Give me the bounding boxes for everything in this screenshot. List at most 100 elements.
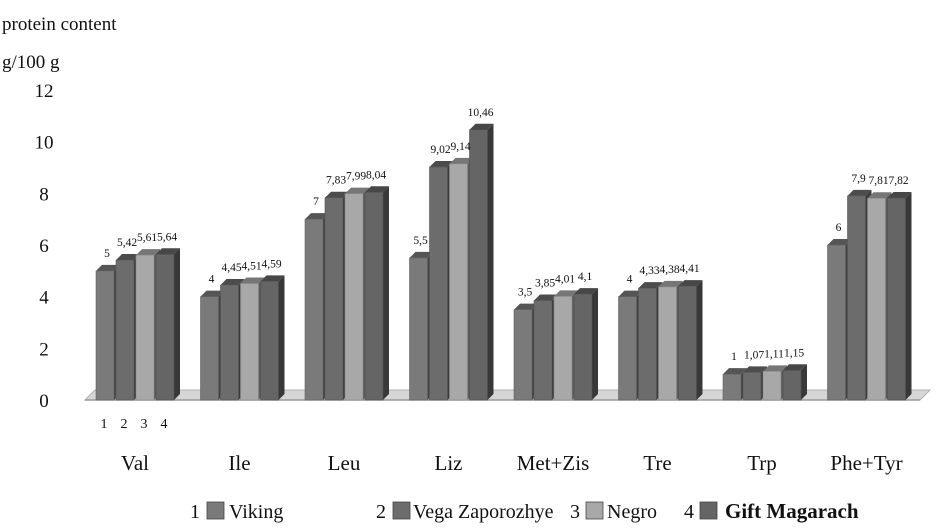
bar-top bbox=[240, 277, 265, 284]
data-label: 1,07 bbox=[744, 349, 764, 361]
data-label: 6 bbox=[836, 222, 842, 234]
data-label: 1 bbox=[731, 351, 737, 363]
data-label: 4 bbox=[209, 274, 215, 286]
data-label: 1,15 bbox=[784, 347, 804, 359]
bar-top bbox=[723, 368, 747, 375]
bar-front bbox=[200, 296, 219, 401]
data-label: 4,1 bbox=[578, 271, 593, 283]
data-label: 5,5 bbox=[413, 235, 428, 247]
bar bbox=[573, 288, 598, 401]
bar bbox=[782, 364, 807, 401]
x-category-label: Phe+Tyr bbox=[830, 451, 902, 475]
y-tick-label: 12 bbox=[35, 81, 54, 102]
x-category-label: Ile bbox=[228, 451, 250, 475]
data-label: 5,61 bbox=[137, 232, 157, 244]
bar-side bbox=[696, 280, 703, 400]
bar-top bbox=[867, 192, 892, 199]
bar-top bbox=[534, 294, 558, 301]
data-label: 4,59 bbox=[261, 258, 281, 270]
bar-front bbox=[364, 192, 384, 401]
legend-item: 3 Negro bbox=[570, 501, 657, 523]
bar-front bbox=[155, 254, 175, 401]
bar-top bbox=[743, 366, 767, 373]
bar-front bbox=[533, 300, 553, 401]
data-label: 5 bbox=[104, 248, 110, 260]
bar-top bbox=[618, 290, 643, 297]
bar-top bbox=[325, 191, 349, 198]
bar-front bbox=[449, 163, 468, 401]
y-tick-label: 10 bbox=[35, 133, 54, 154]
bar-front bbox=[847, 195, 866, 401]
bar-top bbox=[260, 275, 285, 282]
x-axis-categories: Val Ile Leu Liz Met+Zis Tre Trp Phe+Tyr bbox=[121, 451, 903, 475]
y-tick-label: 0 bbox=[39, 391, 49, 412]
bar-top bbox=[554, 290, 578, 297]
bar bbox=[887, 191, 912, 401]
bar-front bbox=[260, 281, 279, 401]
data-label: 8,04 bbox=[366, 169, 386, 181]
bar-side bbox=[383, 186, 389, 400]
data-label: 4,41 bbox=[679, 263, 699, 275]
bar-top bbox=[200, 290, 225, 297]
bar-front bbox=[304, 218, 324, 401]
data-label: 7,9 bbox=[851, 173, 866, 185]
bar-side bbox=[801, 364, 807, 400]
bar-top bbox=[469, 123, 494, 130]
bar-front bbox=[95, 270, 115, 401]
y-axis-ticks: 0 2 4 6 8 10 12 bbox=[35, 81, 54, 412]
bar-front bbox=[867, 197, 886, 401]
bar bbox=[469, 123, 494, 401]
legend-label: Viking bbox=[229, 501, 283, 523]
bar-front bbox=[722, 373, 742, 401]
data-label: 4 bbox=[627, 274, 633, 286]
y-tick-label: 6 bbox=[39, 236, 49, 257]
legend-number: 1 bbox=[190, 501, 200, 523]
bar-top bbox=[429, 160, 454, 167]
bar-front bbox=[513, 309, 533, 401]
bar-front bbox=[782, 369, 802, 401]
legend-label: Vega Zaporozhye bbox=[413, 501, 554, 523]
data-label: 4,38 bbox=[659, 264, 679, 276]
bar-number-label: 2 bbox=[121, 417, 128, 432]
bar-front bbox=[658, 286, 677, 401]
data-label: 7 bbox=[313, 196, 319, 208]
y-tick-label: 8 bbox=[39, 184, 49, 205]
bar-number-label: 4 bbox=[161, 417, 168, 432]
legend-number: 2 bbox=[376, 501, 386, 523]
bar bbox=[155, 248, 180, 401]
bar-front bbox=[553, 296, 573, 401]
bar bbox=[678, 280, 703, 401]
bar-top bbox=[365, 186, 389, 193]
bar-top bbox=[827, 239, 852, 245]
legend-swatch bbox=[392, 501, 411, 520]
bar-top bbox=[678, 280, 703, 287]
bar-top bbox=[156, 248, 180, 255]
legend-number: 3 bbox=[570, 501, 580, 523]
bar-top bbox=[409, 251, 434, 258]
bar-side bbox=[278, 275, 285, 400]
data-label: 7,82 bbox=[888, 175, 908, 187]
data-label: 3,5 bbox=[518, 287, 533, 299]
bar-side bbox=[174, 248, 180, 400]
legend-item: 1 Viking bbox=[190, 501, 283, 523]
bar-front bbox=[220, 284, 239, 401]
bar-front bbox=[762, 371, 782, 401]
bar-front bbox=[638, 287, 657, 401]
bar-top bbox=[96, 264, 120, 271]
bar-front bbox=[678, 285, 697, 401]
data-label: 5,64 bbox=[157, 231, 177, 243]
bar-top bbox=[658, 280, 683, 287]
bar-top bbox=[638, 282, 663, 289]
bar-front bbox=[409, 257, 428, 401]
bar-front bbox=[742, 372, 762, 401]
bar-front bbox=[469, 129, 488, 401]
bar-top bbox=[763, 365, 787, 372]
bar-front bbox=[429, 166, 448, 401]
data-label: 7,83 bbox=[326, 175, 346, 187]
bar-top bbox=[887, 191, 912, 198]
y-axis-label-line1: protein content bbox=[2, 14, 117, 35]
bar bbox=[364, 186, 389, 401]
legend: 1 Viking 2 Vega Zaporozhye 3 Negro 4 Gift Magar… bbox=[190, 499, 859, 523]
